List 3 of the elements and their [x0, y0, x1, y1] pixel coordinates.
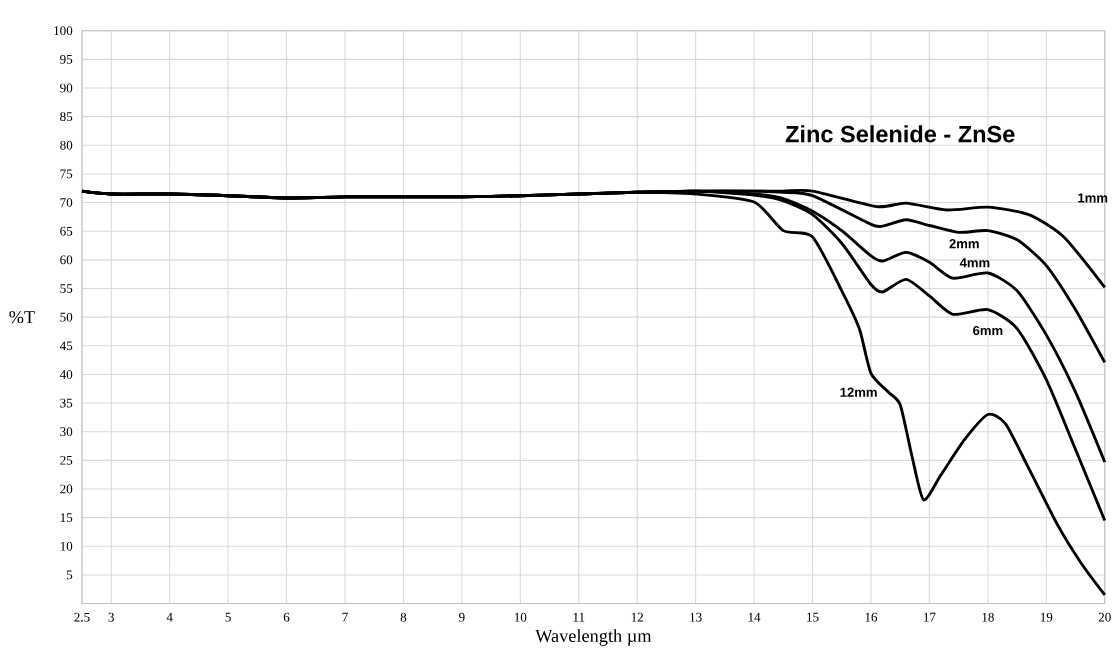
text: Zinc Selenide - ZnSe: [785, 124, 1015, 143]
y-axis-title: %T: [9, 310, 35, 323]
x-axis-title: Wavelength µm: [535, 628, 652, 646]
